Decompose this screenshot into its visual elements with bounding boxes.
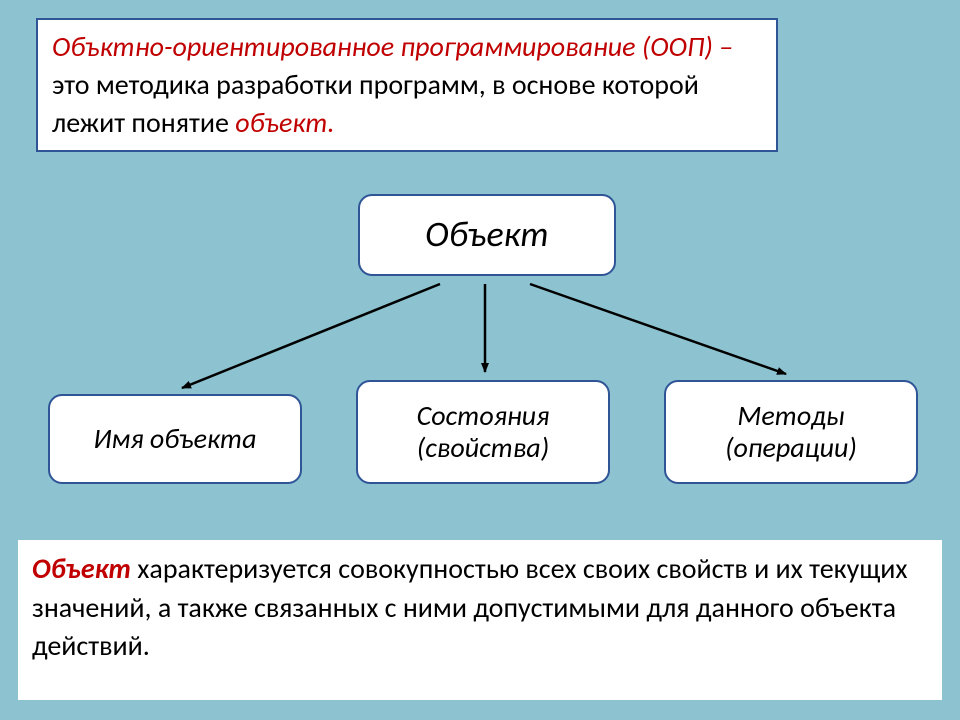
diagram-child-node: Методы (операции) [664, 380, 918, 484]
summary-box: Объект характеризуется совокупностью все… [18, 540, 942, 700]
definition-box: Объктно-ориентированное программирование… [36, 18, 778, 152]
diagram-child-node: Состояния (свойства) [356, 380, 610, 484]
diagram-child-label: Имя объекта [93, 423, 256, 455]
diagram-child-label: Состояния (свойства) [417, 400, 550, 464]
diagram-child-label: Методы (операции) [725, 400, 857, 464]
definition-term: Объктно-ориентированное программирование… [52, 29, 733, 64]
summary-body: характеризуется совокупностью всех своих… [32, 551, 908, 663]
diagram-child-node: Имя объекта [48, 394, 302, 484]
diagram-root-node: Объект [358, 194, 616, 276]
definition-body: это методика разработки программ, в осно… [52, 67, 699, 140]
summary-highlight: Объект [32, 551, 137, 586]
diagram-root-label: Объект [425, 214, 549, 255]
definition-highlight: объект. [235, 105, 334, 140]
